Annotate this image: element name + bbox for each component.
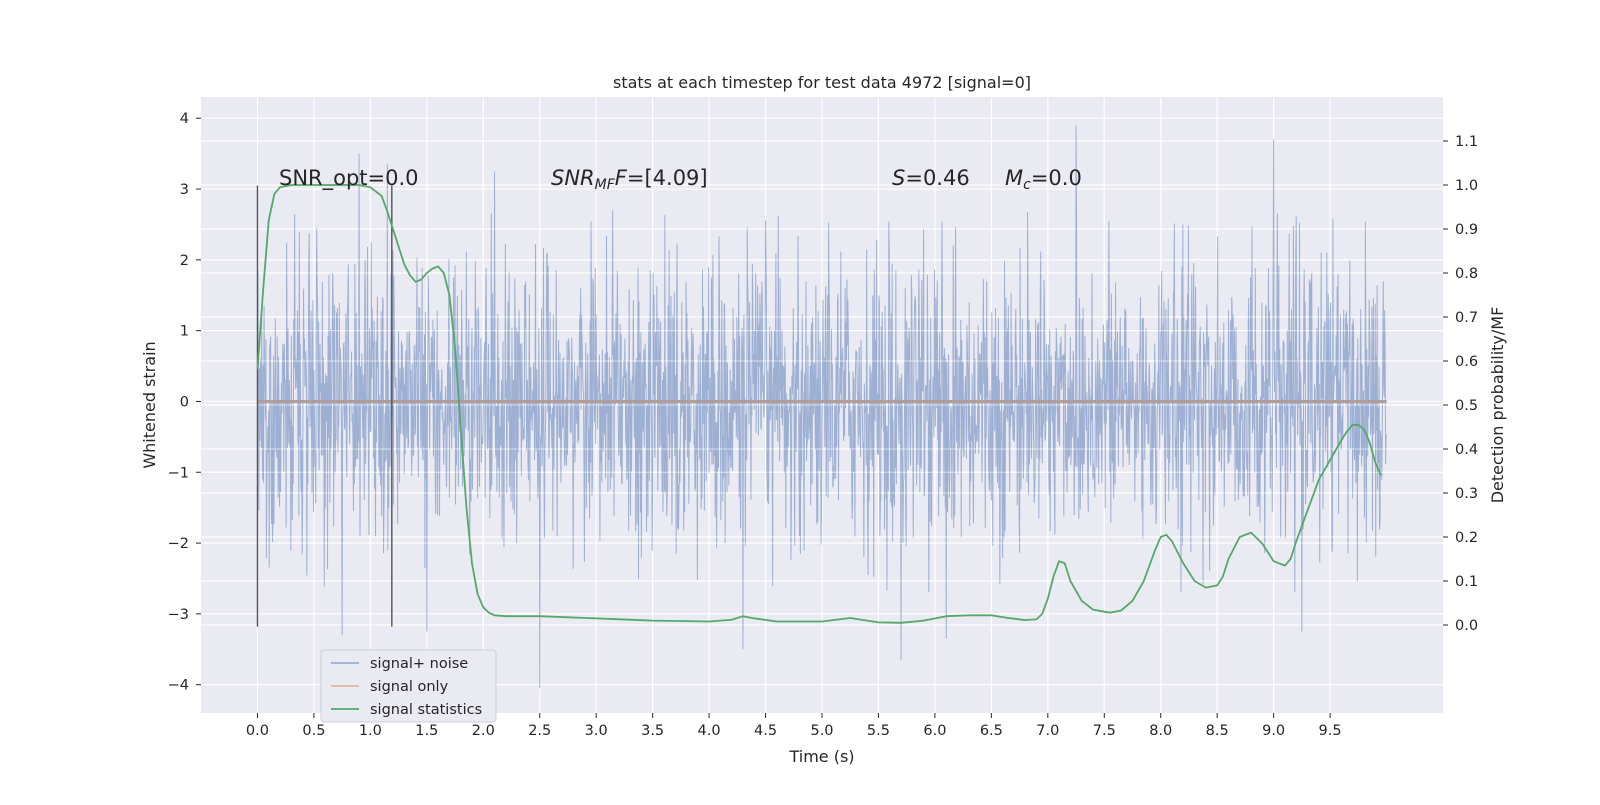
x-tick-label: 3.0 bbox=[585, 723, 608, 739]
snr-mf-value: =[4.09] bbox=[627, 166, 708, 190]
x-tick-label: 2.5 bbox=[528, 723, 551, 739]
right-tick-label: 0.1 bbox=[1455, 574, 1478, 590]
x-tick-label: 8.0 bbox=[1149, 723, 1172, 739]
statistics-series-group bbox=[256, 184, 1382, 624]
right-tick-label: 0.3 bbox=[1455, 486, 1478, 502]
x-tick-label: 8.5 bbox=[1206, 723, 1229, 739]
right-tick-label: 0.6 bbox=[1455, 354, 1478, 370]
mc-subscript: c bbox=[1023, 177, 1031, 193]
x-tick-label: 7.5 bbox=[1093, 723, 1116, 739]
left-tick-label: 2 bbox=[180, 253, 189, 269]
x-tick-label: 1.5 bbox=[415, 723, 438, 739]
left-tick-label: −4 bbox=[168, 678, 189, 694]
left-tick-label: −1 bbox=[168, 465, 189, 481]
left-axis-label: Whitened strain bbox=[140, 341, 159, 468]
x-axis-ticks: 0.0 0.5 1.0 1.5 2.0 2.5 3.0 3.5 4.0 4.5 5.0 5.5 6.0 6… bbox=[246, 713, 1342, 739]
annotation-snr-mf: SNRMFF=[4.09] bbox=[551, 166, 708, 193]
annotation-snr-opt: SNR_opt=0.0 bbox=[279, 166, 419, 191]
left-tick-label: 1 bbox=[180, 324, 189, 340]
x-tick-label: 5.5 bbox=[867, 723, 890, 739]
x-tick-label: 6.5 bbox=[980, 723, 1003, 739]
x-tick-label: 6.0 bbox=[923, 723, 946, 739]
legend: signal+ noise signal only signal statist… bbox=[320, 649, 497, 723]
right-tick-label: 0.8 bbox=[1455, 266, 1478, 282]
x-tick-label: 4.0 bbox=[698, 723, 721, 739]
mc-base: M bbox=[1005, 166, 1023, 190]
mc-value: =0.0 bbox=[1031, 166, 1082, 190]
right-tick-label: 0.9 bbox=[1455, 222, 1478, 238]
x-tick-label: 1.0 bbox=[359, 723, 382, 739]
left-tick-label: 0 bbox=[180, 394, 189, 410]
x-tick-label: 0.0 bbox=[246, 723, 269, 739]
left-axis-ticks: −4 −3 −2 −1 0 1 2 3 4 bbox=[168, 111, 201, 694]
legend-box bbox=[320, 649, 497, 723]
x-tick-label: 2.0 bbox=[472, 723, 495, 739]
x-tick-label: 7.0 bbox=[1036, 723, 1059, 739]
x-tick-label: 4.5 bbox=[754, 723, 777, 739]
right-axis-ticks: 0.0 0.1 0.2 0.3 0.4 0.5 0.6 0.7 0.8 0.9 1.0 1.1 bbox=[1443, 134, 1478, 634]
x-tick-label: 0.5 bbox=[302, 723, 325, 739]
right-tick-label: 0.4 bbox=[1455, 442, 1478, 458]
left-tick-label: 3 bbox=[180, 182, 189, 198]
right-tick-label: 0.2 bbox=[1455, 530, 1478, 546]
x-tick-label: 9.0 bbox=[1262, 723, 1285, 739]
snr-mf-f: F bbox=[615, 166, 628, 190]
annotation-mc: Mc=0.0 bbox=[1005, 166, 1082, 193]
x-tick-label: 5.0 bbox=[810, 723, 833, 739]
right-tick-label: 0.0 bbox=[1455, 618, 1478, 634]
right-axis-label: Detection probability/MF bbox=[1488, 307, 1507, 504]
right-tick-label: 1.1 bbox=[1455, 134, 1478, 150]
right-tick-label: 0.7 bbox=[1455, 310, 1478, 326]
x-tick-label: 9.5 bbox=[1319, 723, 1342, 739]
left-tick-label: −2 bbox=[168, 536, 189, 552]
s-symbol: S bbox=[892, 166, 905, 190]
statistics-series-line bbox=[256, 184, 1382, 624]
left-tick-label: 4 bbox=[180, 111, 189, 127]
legend-label-statistics: signal statistics bbox=[370, 702, 482, 718]
vertical-markers bbox=[256, 185, 393, 627]
right-tick-label: 0.5 bbox=[1455, 398, 1478, 414]
noise-series-line bbox=[256, 125, 1388, 689]
x-axis-label: Time (s) bbox=[788, 747, 854, 766]
legend-label-noise: signal+ noise bbox=[370, 656, 468, 672]
x-tick-label: 3.5 bbox=[641, 723, 664, 739]
chart-title: stats at each timestep for test data 497… bbox=[613, 73, 1031, 92]
s-value: =0.46 bbox=[905, 166, 969, 190]
snr-mf-subscript: MF bbox=[595, 177, 616, 193]
annotation-s: S=0.46 bbox=[892, 166, 970, 190]
left-tick-label: −3 bbox=[168, 607, 189, 623]
legend-label-signal-only: signal only bbox=[370, 679, 449, 695]
snr-mf-base: SNR bbox=[551, 166, 595, 190]
right-tick-label: 1.0 bbox=[1455, 178, 1478, 194]
